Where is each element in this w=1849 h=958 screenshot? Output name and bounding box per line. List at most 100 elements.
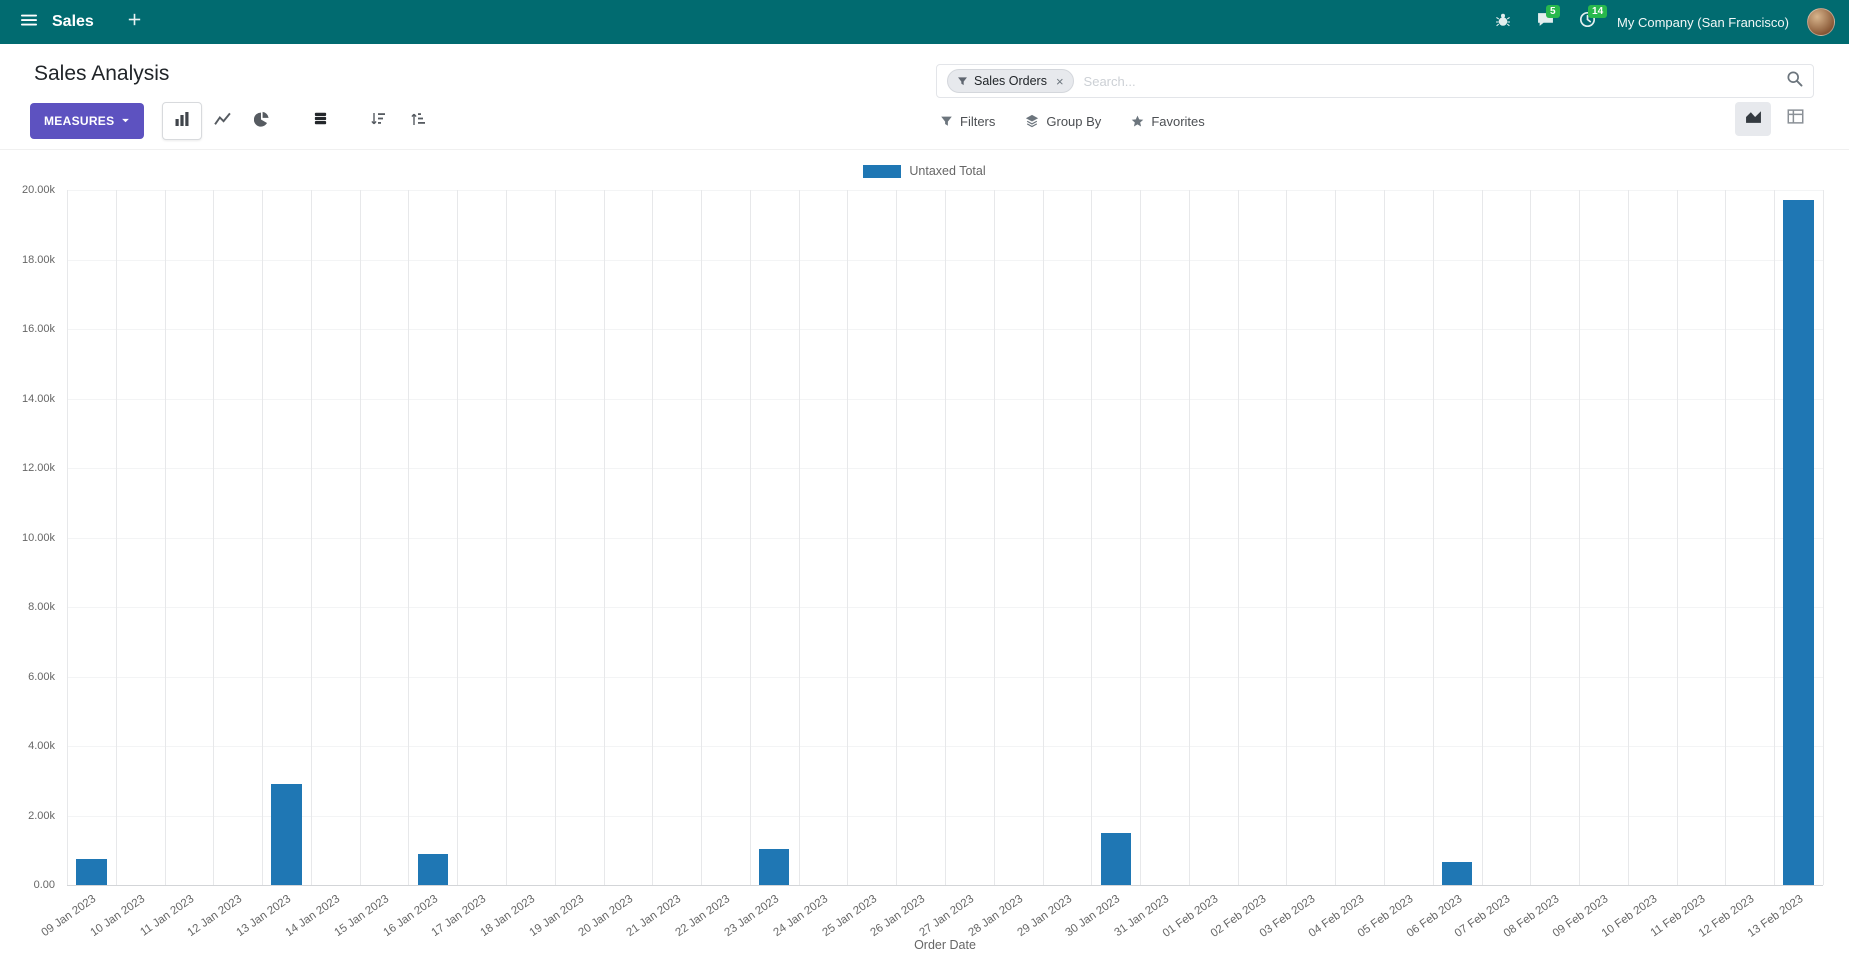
gridline [1188, 190, 1190, 885]
search-options: Filters Group By Favorites [940, 102, 1205, 140]
gridline [1676, 190, 1678, 885]
gridline [1384, 190, 1385, 885]
top-navbar: Sales 5 14 My Company (San Francisco) [0, 0, 1849, 44]
debug-button[interactable] [1491, 10, 1515, 34]
hamburger-icon [21, 12, 37, 33]
gridline [1627, 190, 1629, 885]
bar-30-jan-2023[interactable] [1100, 832, 1131, 885]
page-title: Sales Analysis [34, 62, 170, 85]
chart-type-pie-button[interactable] [242, 102, 282, 140]
y-tick-label: 2.00k [28, 809, 55, 822]
filters-label: Filters [960, 113, 996, 129]
company-switcher[interactable]: My Company (San Francisco) [1617, 14, 1789, 30]
y-axis: 0.00 2.00k 4.00k 6.00k 8.00k 10.00k 12.00k 14.0… [0, 184, 61, 891]
y-tick-label: 4.00k [28, 740, 55, 752]
y-tick-label: 10.00k [21, 531, 55, 544]
bar-16-jan-2023[interactable] [417, 853, 448, 885]
x-tick-label: 18 Jan 2023 [478, 893, 538, 940]
new-tab-button[interactable] [122, 9, 148, 35]
gridline [847, 190, 849, 885]
caret-down-icon [121, 114, 130, 128]
search-input[interactable] [1083, 73, 1786, 89]
activities-badge: 14 [1588, 5, 1608, 18]
x-axis: 09 Jan 2023 10 Jan 2023 11 Jan 2023 12 Jan … [40, 887, 1823, 941]
gridline [1091, 190, 1093, 885]
bar-13-jan-2023[interactable] [271, 784, 302, 885]
x-tick-label: 24 Jan 2023 [771, 893, 830, 940]
y-tick-label: 6.00k [28, 670, 55, 683]
x-tick-label: 28 Jan 2023 [966, 893, 1026, 940]
stacked-bars-icon [313, 111, 328, 131]
y-tick-label: 12.00k [21, 462, 55, 474]
gridline [67, 885, 1823, 886]
search-bar[interactable]: Sales Orders × [936, 64, 1814, 98]
legend-label: Untaxed Total [909, 164, 986, 178]
user-avatar[interactable] [1807, 8, 1835, 36]
gridline [1286, 190, 1288, 885]
filters-button[interactable]: Filters [940, 114, 995, 129]
star-icon [1131, 115, 1144, 128]
filter-icon [940, 115, 953, 128]
search-facet-sales-orders[interactable]: Sales Orders × [947, 69, 1074, 93]
plot-area [67, 190, 1824, 886]
gridline [603, 190, 605, 885]
plus-icon [128, 13, 141, 31]
gridline [408, 190, 410, 885]
control-panel: Sales Analysis Sales Orders × MEASURES [0, 44, 1849, 150]
group-by-button[interactable]: Group By [1025, 114, 1101, 129]
gridline [1823, 190, 1824, 885]
bar-09-jan-2023[interactable] [76, 858, 107, 885]
gridline [262, 190, 264, 885]
x-tick-label: 09 Jan 2023 [39, 893, 99, 940]
gridline [993, 190, 995, 885]
search-submit-button[interactable] [1786, 70, 1803, 92]
chart-type-line-button[interactable] [202, 102, 242, 140]
gridline [1579, 190, 1581, 885]
y-tick-label: 0.00 [33, 879, 55, 891]
chart-legend[interactable]: Untaxed Total [0, 164, 1849, 178]
gridline [506, 190, 507, 885]
gridline [457, 190, 459, 885]
y-tick-label: 18.00k [21, 253, 55, 266]
gridline [798, 190, 800, 885]
activities-button[interactable]: 14 [1575, 5, 1608, 34]
clock-icon [1579, 11, 1596, 33]
bar-06-feb-2023[interactable] [1442, 862, 1473, 885]
x-axis-title: Order Date [914, 938, 976, 952]
y-tick-label: 20.00k [21, 184, 55, 196]
measures-button[interactable]: MEASURES [30, 103, 145, 139]
x-tick-label: 19 Jan 2023 [527, 893, 587, 940]
gridline [1432, 190, 1434, 885]
graph-view-button[interactable] [1735, 102, 1771, 136]
y-tick-label: 14.00k [21, 392, 55, 405]
area-chart-icon [1745, 108, 1762, 130]
messages-button[interactable]: 5 [1533, 5, 1560, 34]
gridline [1774, 190, 1776, 885]
x-tick-label: 23 Jan 2023 [722, 893, 782, 940]
gridline [115, 190, 117, 885]
gridline [1530, 190, 1532, 885]
gridline [67, 190, 68, 885]
gridline [701, 190, 703, 885]
gridline [359, 190, 361, 885]
facet-remove-button[interactable]: × [1055, 73, 1064, 89]
favorites-button[interactable]: Favorites [1131, 114, 1205, 129]
sort-descending-button[interactable] [358, 102, 398, 140]
stacked-toggle-button[interactable] [300, 102, 340, 140]
chart-type-bar-button[interactable] [162, 102, 203, 140]
bar-chart-icon [174, 111, 190, 132]
bar-13-feb-2023[interactable] [1783, 200, 1814, 885]
gridline [164, 190, 166, 885]
sort-ascending-button[interactable] [398, 102, 438, 140]
gridline [310, 190, 312, 885]
app-name[interactable]: Sales [52, 13, 94, 30]
gridline [945, 190, 946, 885]
gridline [896, 190, 898, 885]
bar-23-jan-2023[interactable] [759, 848, 790, 885]
graph-toolbar: MEASURES [30, 102, 438, 140]
search-facet-label: Sales Orders [974, 74, 1047, 88]
filter-icon [957, 76, 968, 87]
gridline [554, 190, 556, 885]
pivot-view-button[interactable] [1777, 102, 1813, 136]
apps-menu-button[interactable] [14, 7, 44, 37]
